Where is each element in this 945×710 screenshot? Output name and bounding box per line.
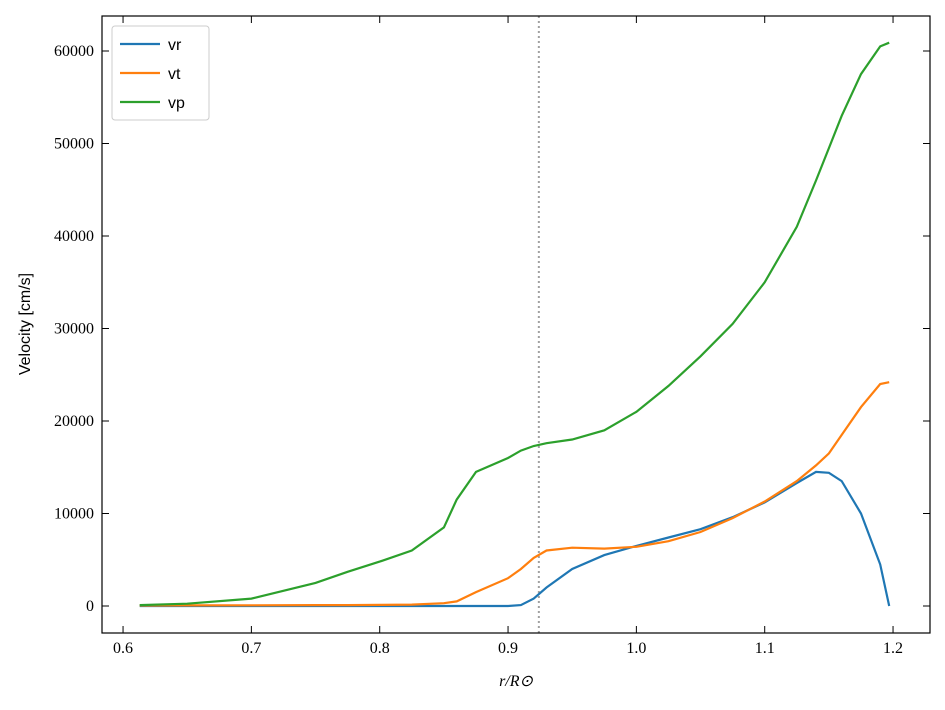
legend-box [111,25,210,121]
series-line [139,381,890,607]
plot-frame [101,15,931,634]
x-tick-label: 0.6 [113,640,133,657]
x-tick-label: 1.1 [755,640,775,657]
legend-label: vp [168,95,185,112]
y-axis-label: Velocity [cm/s] [17,273,34,375]
legend-label: vr [168,37,182,54]
y-tick-label: 40000 [54,228,94,245]
x-tick-label: 0.8 [370,640,390,657]
series-line [139,41,890,607]
y-tick-label: 10000 [54,505,94,522]
y-tick-label: 20000 [54,413,94,430]
x-axis-label: r/R⊙ [499,673,533,690]
x-tick-label: 1.2 [883,640,903,657]
y-tick-label: 60000 [54,43,94,60]
y-tick-label: 30000 [54,321,94,338]
legend-label: vt [168,66,181,83]
x-tick-label: 0.7 [241,640,261,657]
x-tick-label: 1.0 [626,640,646,657]
x-tick-label: 0.9 [498,640,518,657]
y-tick-label: 50000 [54,136,94,153]
y-tick-label: 0 [86,598,94,615]
series-line [139,470,891,608]
